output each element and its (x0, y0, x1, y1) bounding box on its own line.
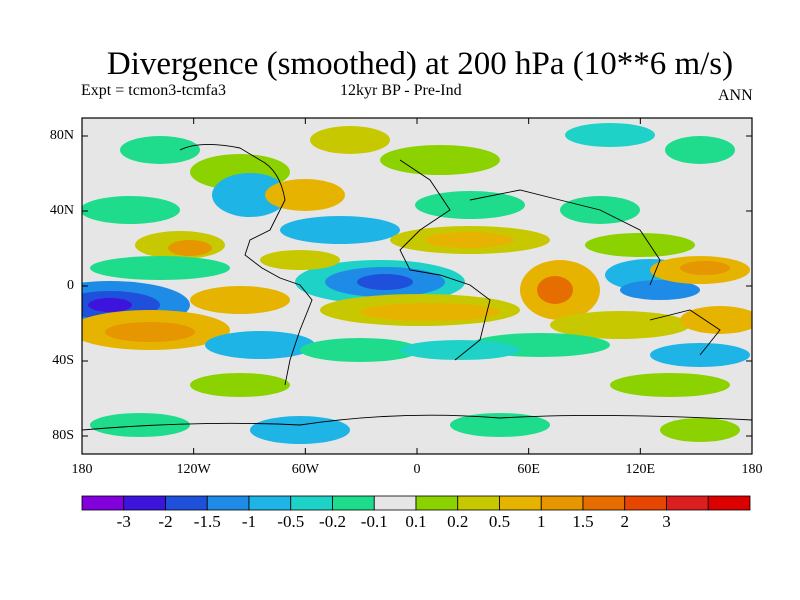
lat-tick-label: 40S (52, 353, 74, 368)
colorbar-swatch (415, 495, 459, 511)
colorbar-label: 0.2 (447, 512, 469, 531)
colorbar-label: -3 (116, 512, 131, 531)
lat-tick-label: 40N (49, 203, 74, 218)
lon-tick-label: 0 (413, 462, 421, 477)
colorbar-swatch (206, 495, 250, 511)
map-title: Divergence (smoothed) at 200 hPa (10**6 … (106, 46, 734, 82)
colorbar-label: 2 (620, 512, 630, 531)
colorbar-label: -2 (158, 512, 173, 531)
lon-tick-label: 180 (71, 462, 93, 477)
colorbar-swatch (290, 495, 333, 511)
lon-tick-label: 180 (741, 462, 763, 477)
colorbar-swatch (624, 495, 667, 511)
colorbar-swatch (81, 495, 125, 511)
divergence-field (82, 123, 752, 444)
colorbar (81, 495, 751, 511)
colorbar-label: 3 (662, 512, 671, 531)
colorbar-label: -1.5 (193, 512, 221, 531)
colorbar-swatch (373, 495, 417, 511)
colorbar-swatch (248, 495, 292, 511)
colorbar-swatch (332, 495, 375, 511)
colorbar-label: -1 (241, 512, 257, 531)
colorbar-swatch (707, 495, 751, 511)
lon-tick-label: 120E (625, 462, 656, 477)
colorbar-swatch (540, 495, 584, 511)
season-label: ANN (718, 87, 753, 104)
colorbar-label: 0.1 (405, 512, 427, 531)
lat-tick-label: 0 (67, 278, 74, 293)
colorbar-swatch (123, 495, 166, 511)
experiment-label: Expt = tcmon3-tcmfa3 (81, 82, 226, 99)
colorbar-swatch (666, 495, 709, 511)
colorbar-swatch (499, 495, 542, 511)
colorbar-label: 1.5 (572, 512, 594, 531)
lon-tick-label: 120W (176, 462, 211, 477)
lat-tick-label: 80N (49, 128, 74, 143)
colorbar-label: -0.1 (360, 512, 388, 531)
coastlines (82, 144, 752, 431)
period-label: 12kyr BP - Pre-Ind (340, 82, 462, 99)
colorbar-swatch (457, 495, 500, 511)
lat-tick-label: 80S (52, 428, 74, 443)
colorbar-label: 1 (537, 512, 546, 531)
colorbar-label: -0.2 (319, 512, 346, 531)
lon-tick-label: 60E (517, 462, 540, 477)
colorbar-label: 0.5 (488, 512, 511, 531)
colorbar-swatch (582, 495, 626, 511)
colorbar-swatch (165, 495, 208, 511)
axis-ticks (81, 118, 753, 454)
lon-tick-label: 60W (291, 462, 319, 477)
colorbar-label: -0.5 (277, 512, 305, 531)
